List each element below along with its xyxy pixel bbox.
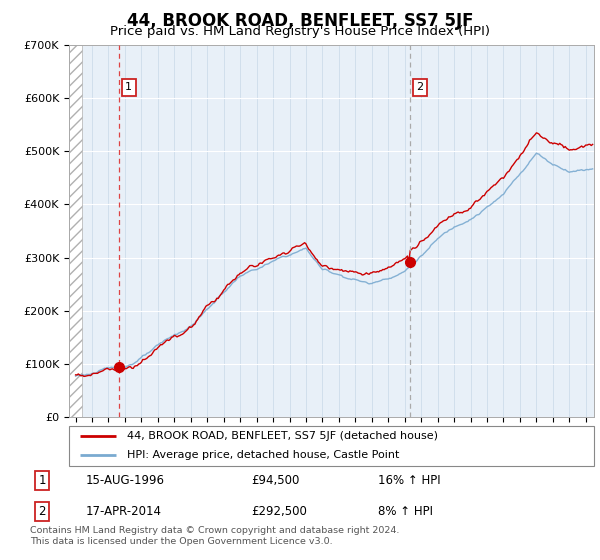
Text: HPI: Average price, detached house, Castle Point: HPI: Average price, detached house, Cast… xyxy=(127,450,399,460)
FancyBboxPatch shape xyxy=(69,426,594,466)
Text: £94,500: £94,500 xyxy=(251,474,299,487)
Text: 1: 1 xyxy=(38,474,46,487)
Text: Contains HM Land Registry data © Crown copyright and database right 2024.
This d: Contains HM Land Registry data © Crown c… xyxy=(30,526,400,546)
Bar xyxy=(69,45,82,417)
Text: Price paid vs. HM Land Registry's House Price Index (HPI): Price paid vs. HM Land Registry's House … xyxy=(110,25,490,38)
Text: 15-AUG-1996: 15-AUG-1996 xyxy=(85,474,164,487)
Text: £292,500: £292,500 xyxy=(251,505,307,518)
Text: 44, BROOK ROAD, BENFLEET, SS7 5JF: 44, BROOK ROAD, BENFLEET, SS7 5JF xyxy=(127,12,473,30)
Text: 8% ↑ HPI: 8% ↑ HPI xyxy=(378,505,433,518)
Text: 17-APR-2014: 17-APR-2014 xyxy=(85,505,161,518)
Text: 1: 1 xyxy=(125,82,132,92)
Text: 16% ↑ HPI: 16% ↑ HPI xyxy=(378,474,440,487)
Text: 44, BROOK ROAD, BENFLEET, SS7 5JF (detached house): 44, BROOK ROAD, BENFLEET, SS7 5JF (detac… xyxy=(127,431,438,441)
Text: 2: 2 xyxy=(416,82,423,92)
Text: 2: 2 xyxy=(38,505,46,518)
